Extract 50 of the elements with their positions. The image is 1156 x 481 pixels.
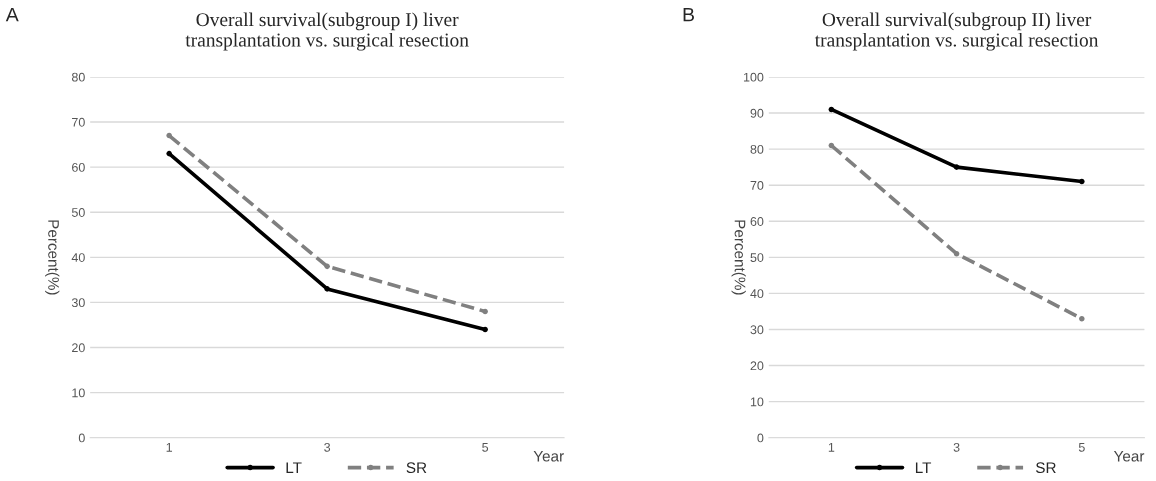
point	[953, 250, 960, 257]
point	[1079, 178, 1085, 185]
x-tick-label: 5	[1078, 443, 1085, 452]
y-axis-title: Percent(%)	[731, 220, 746, 295]
point	[324, 286, 330, 292]
x-axis-title: Year	[1113, 450, 1145, 462]
legend-label: SR	[1035, 462, 1056, 474]
point	[482, 308, 488, 315]
point	[1079, 315, 1085, 322]
y-tick-label: 50	[71, 208, 85, 217]
y-tick-label: 20	[750, 361, 764, 371]
y-tick-label: 0	[757, 433, 764, 443]
point	[166, 132, 172, 139]
y-tick-label: 60	[72, 162, 85, 172]
point	[953, 164, 960, 170]
point	[324, 263, 330, 270]
y-tick-label: 40	[71, 253, 85, 262]
y-tick-label: 80	[750, 144, 764, 154]
y-tick-label: 50	[750, 253, 764, 262]
y-tick-label: 30	[750, 325, 764, 335]
point	[482, 326, 488, 333]
x-tick-label: 3	[953, 442, 960, 452]
legend-label: LT	[915, 462, 932, 473]
x-tick-label: 1	[166, 443, 173, 452]
chart-title: Overall survival(subgroup II) liver transplantation vs. surgical resection	[814, 12, 1099, 51]
y-tick-label: 100	[743, 72, 764, 82]
y-tick-label: 30	[71, 298, 85, 308]
y-tick-label: 40	[750, 289, 764, 299]
x-tick-label: 1	[828, 443, 835, 452]
y-tick-label: 70	[750, 180, 764, 190]
y-tick-label: 90	[750, 108, 764, 118]
x-axis-title: Year	[533, 450, 564, 462]
x-tick-label: 5	[482, 443, 489, 452]
y-tick-label: 80	[71, 72, 85, 82]
y-tick-label: 10	[72, 388, 85, 398]
y-tick-label: 70	[72, 117, 85, 127]
y-tick-label: 20	[72, 343, 85, 353]
chart-title: Overall survival(subgroup I) liver transplantation vs. surgical resection	[185, 12, 469, 51]
legend-label: LT	[286, 462, 302, 473]
text: B	[683, 7, 694, 22]
y-tick-label: 0	[78, 433, 85, 443]
point	[166, 150, 172, 157]
text: A	[5, 7, 19, 22]
y-tick-label: 10	[750, 397, 764, 407]
y-tick-label: 60	[750, 217, 764, 226]
point	[828, 142, 835, 149]
x-tick-label: 3	[324, 442, 331, 452]
point	[828, 106, 835, 113]
legend-label: SR	[406, 462, 427, 474]
y-axis-title: Percent(%)	[45, 220, 60, 295]
